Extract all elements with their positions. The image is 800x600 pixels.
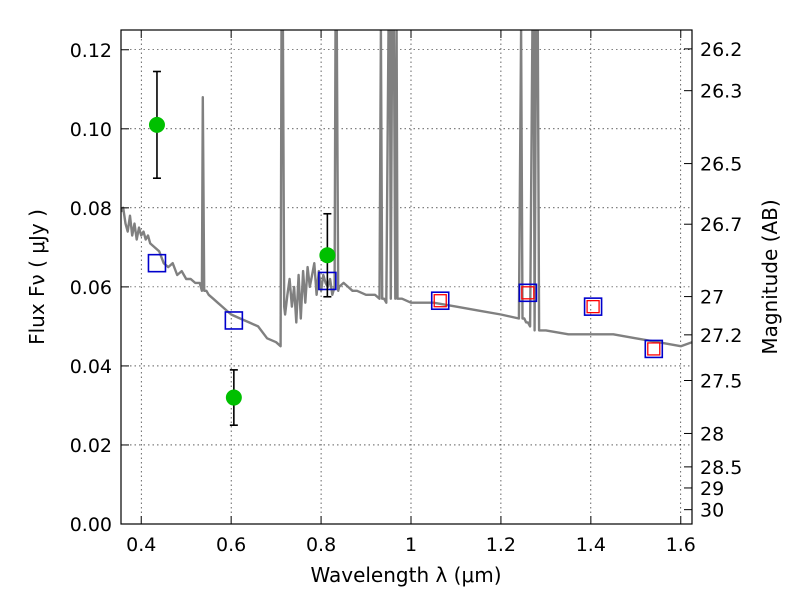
plot-frame <box>120 29 693 525</box>
model-square-blue <box>224 311 244 330</box>
y2-tick-label: 26.5 <box>700 154 742 176</box>
model-square-red <box>433 294 447 308</box>
y2-tick-label: 26.2 <box>700 39 742 61</box>
plot-background <box>121 30 692 524</box>
x-tick-label: 0.4 <box>126 534 156 556</box>
tick-labels: 0.4 0.6 0.8 1 1.2 1.4 1.6 0.00 0.02 0.04 0.06 0.08 0… <box>70 39 743 556</box>
data-layer <box>121 30 692 427</box>
y2-tick-label: 27 <box>700 287 724 309</box>
x-tick-label: 1 <box>405 534 417 556</box>
y-tick-label: 0.00 <box>70 514 112 536</box>
observed-point <box>225 389 242 406</box>
y2-tick-label: 26.7 <box>700 214 742 236</box>
x-tick-label: 1.4 <box>576 534 606 556</box>
spectrum-line <box>121 30 692 348</box>
tick-marks <box>121 30 692 525</box>
y2-tick-label: 30 <box>700 500 724 522</box>
y2-tick-label: 28 <box>700 423 724 445</box>
x-tick-label: 1.6 <box>666 534 696 556</box>
y2-tick-label: 28.5 <box>700 457 742 479</box>
x-tick-label: 0.6 <box>216 534 246 556</box>
model-square-blue <box>518 283 538 303</box>
x-axis-label: Wavelength λ (μm) <box>310 563 501 587</box>
y-tick-label: 0.04 <box>70 356 112 378</box>
y2-tick-label: 29 <box>700 478 724 500</box>
observed-point <box>319 247 336 264</box>
model-square-blue <box>583 297 603 316</box>
y-tick-label: 0.02 <box>70 435 112 457</box>
y-tick-label: 0.08 <box>70 198 112 220</box>
model-square-blue <box>147 253 167 273</box>
y2-axis-label: Magnitude (AB) <box>758 199 782 354</box>
model-square-red <box>647 342 661 356</box>
x-tick-label: 1.2 <box>486 534 516 556</box>
y2-tick-label: 27.5 <box>700 371 742 393</box>
x-tick-label: 0.8 <box>306 534 336 556</box>
observed-point <box>148 116 165 133</box>
y-tick-label: 0.12 <box>70 40 112 62</box>
model-square-blue <box>644 339 664 359</box>
y-tick-label: 0.06 <box>70 277 112 299</box>
model-square-red <box>586 299 600 314</box>
y2-tick-label: 26.3 <box>700 81 742 103</box>
y2-tick-label: 27.2 <box>700 325 742 347</box>
model-square-blue <box>430 291 450 311</box>
y-axis-label: Flux Fν ( μJy ) <box>25 209 49 345</box>
y-tick-label: 0.10 <box>70 119 112 141</box>
model-square-red <box>521 286 535 300</box>
